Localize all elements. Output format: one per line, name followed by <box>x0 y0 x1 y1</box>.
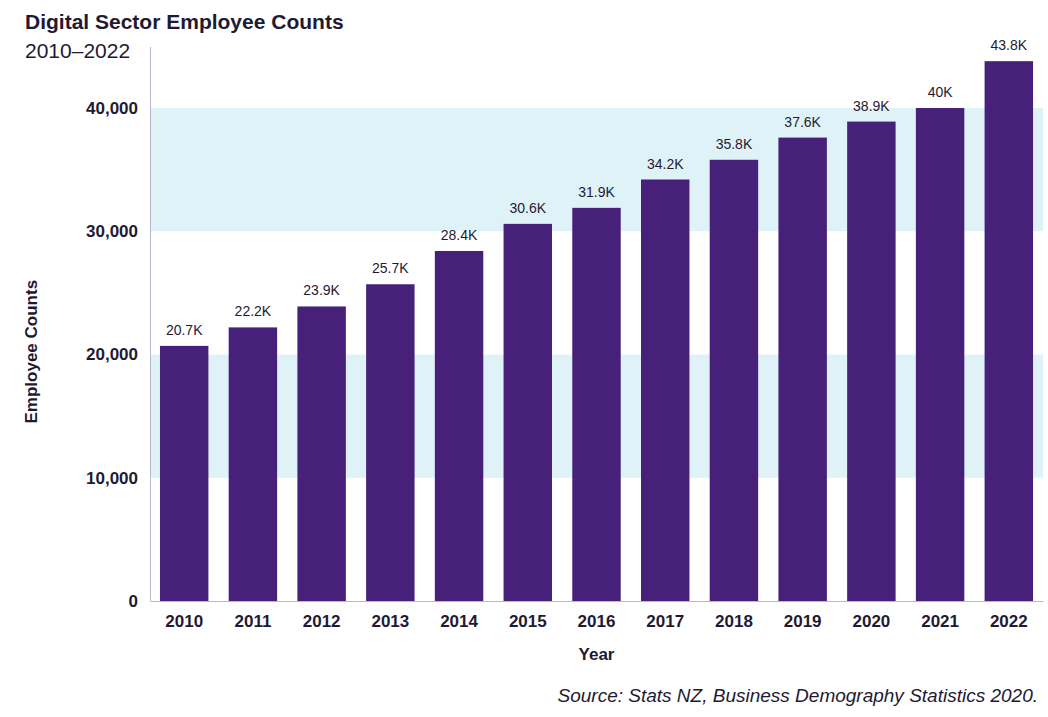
chart: Digital Sector Employee Counts 2010–2022 2… <box>0 0 1048 717</box>
data-label: 35.8K <box>716 136 753 152</box>
x-tick-label: 2010 <box>165 612 203 631</box>
x-tick-label: 2018 <box>715 612 753 631</box>
x-tick-label: 2012 <box>303 612 341 631</box>
data-label: 25.7K <box>372 260 409 276</box>
y-tick-label: 30,000 <box>86 222 138 241</box>
x-tick-label: 2020 <box>852 612 890 631</box>
bar <box>160 346 208 601</box>
source-note: Source: Stats NZ, Business Demography St… <box>558 685 1039 706</box>
bar <box>778 138 826 601</box>
bar <box>710 160 758 601</box>
y-tick: 10,000 <box>86 469 150 488</box>
bar <box>435 251 483 601</box>
bar <box>297 306 345 601</box>
data-label: 28.4K <box>441 227 478 243</box>
data-label: 38.9K <box>853 98 890 114</box>
data-labels: 20.7K 22.2K 23.9K 25.7K 28.4K 30.6K 31.9K 34.2K… <box>166 37 1028 338</box>
data-label: 22.2K <box>235 303 272 319</box>
bar <box>504 224 552 601</box>
bar <box>229 327 277 601</box>
x-tick: 2019 <box>784 601 822 631</box>
x-tick-label: 2021 <box>921 612 959 631</box>
y-tick-label: 40,000 <box>86 99 138 118</box>
x-tick-label: 2013 <box>371 612 409 631</box>
data-label: 40K <box>928 84 954 100</box>
x-tick: 2021 <box>921 601 959 631</box>
x-tick-label: 2011 <box>234 612 271 631</box>
bar <box>366 284 414 601</box>
data-label: 30.6K <box>509 200 546 216</box>
x-tick: 2022 <box>990 601 1028 631</box>
x-tick: 2020 <box>852 601 890 631</box>
x-tick-label: 2016 <box>578 612 616 631</box>
bar <box>985 61 1033 601</box>
y-tick-label: 0 <box>129 592 138 611</box>
bar <box>916 108 964 601</box>
x-tick: 2012 <box>303 601 341 631</box>
y-tick-label: 10,000 <box>86 469 138 488</box>
data-label: 31.9K <box>578 184 615 200</box>
x-tick-label: 2022 <box>990 612 1028 631</box>
x-axis-line <box>151 601 1044 602</box>
x-tick: 2013 <box>371 601 409 631</box>
y-axis-line <box>150 47 151 602</box>
data-label: 20.7K <box>166 322 203 338</box>
y-tick: 40,000 <box>86 99 150 118</box>
x-tick-label: 2014 <box>440 612 478 631</box>
y-tick: 30,000 <box>86 222 150 241</box>
bar <box>572 208 620 601</box>
data-label: 34.2K <box>647 156 684 172</box>
x-tick: 2010 <box>165 601 203 631</box>
x-tick: 2015 <box>509 601 547 631</box>
x-tick-label: 2017 <box>646 612 684 631</box>
x-tick-label: 2015 <box>509 612 547 631</box>
bar <box>847 122 895 601</box>
title: Digital Sector Employee Counts <box>25 10 344 33</box>
y-tick: 0 <box>129 592 150 611</box>
x-tick: 2011 <box>234 601 271 631</box>
data-label: 23.9K <box>303 282 340 298</box>
y-axis-title: Employee Counts <box>22 280 41 424</box>
x-tick: 2018 <box>715 601 753 631</box>
x-tick: 2016 <box>578 601 616 631</box>
data-label: 43.8K <box>991 37 1028 53</box>
x-tick: 2014 <box>440 601 478 631</box>
subtitle: 2010–2022 <box>25 39 130 62</box>
bars <box>160 61 1033 601</box>
y-tick-label: 20,000 <box>86 345 138 364</box>
y-axis: 0 10,000 20,000 30,000 40,000 <box>86 47 151 611</box>
x-tick: 2017 <box>646 601 684 631</box>
bar <box>641 180 689 601</box>
x-axis: 2010 2011 2012 2013 2014 2015 2016 2017 2018 2019… <box>151 601 1044 631</box>
data-label: 37.6K <box>784 114 821 130</box>
x-axis-title: Year <box>579 645 615 664</box>
x-tick-label: 2019 <box>784 612 822 631</box>
y-tick: 20,000 <box>86 345 150 364</box>
